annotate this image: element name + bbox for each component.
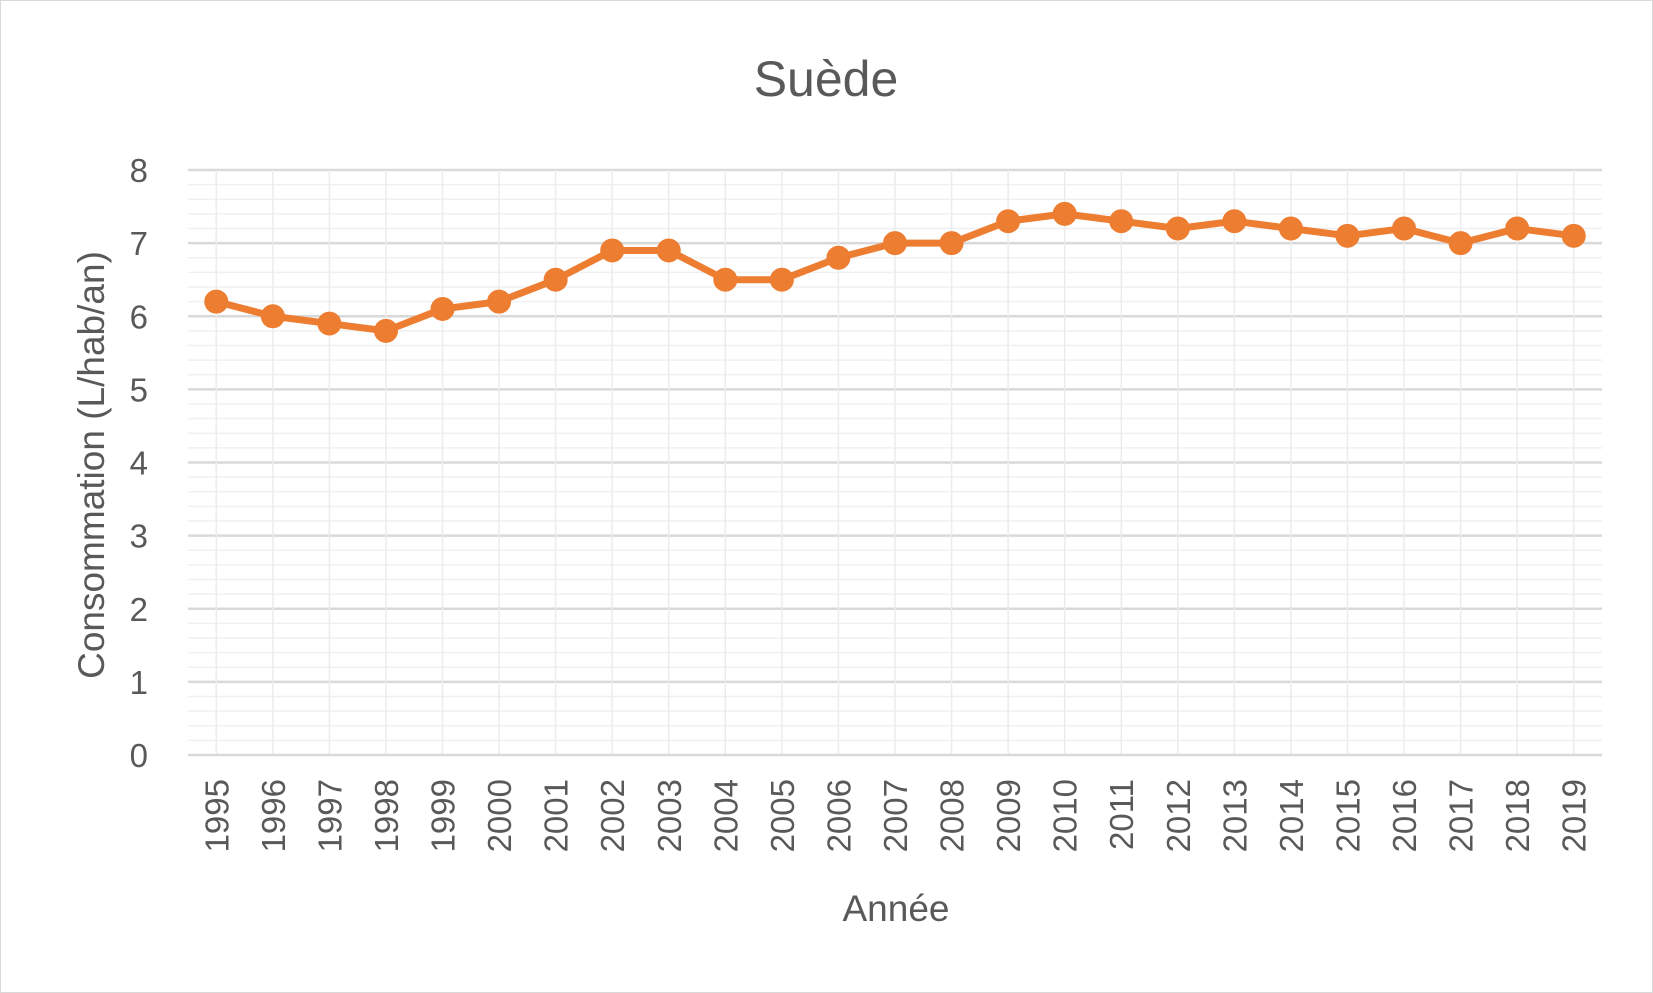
x-tick-label: 2008 — [934, 779, 971, 852]
x-tick-label: 1995 — [198, 779, 235, 852]
x-tick-label: 2001 — [538, 779, 575, 852]
y-tick-label: 1 — [130, 664, 148, 701]
x-tick-label: 2005 — [764, 779, 801, 852]
x-tick-label: 2000 — [481, 779, 518, 852]
data-point — [883, 231, 907, 256]
y-tick-label: 8 — [130, 152, 148, 189]
data-point — [373, 318, 398, 343]
data-point — [487, 289, 512, 314]
data-point — [1109, 209, 1134, 234]
y-tick-label: 7 — [130, 225, 148, 262]
x-tick-label: 2004 — [707, 779, 744, 852]
series-markers — [204, 201, 1586, 343]
x-tick-label: 1999 — [425, 779, 462, 852]
data-point — [1222, 209, 1247, 234]
x-tick-label: 1997 — [311, 779, 348, 852]
y-tick-label: 3 — [130, 518, 148, 555]
data-point — [1505, 216, 1530, 241]
data-point — [543, 267, 568, 292]
x-tick-label: 2009 — [990, 779, 1027, 852]
x-tick-label: 2018 — [1499, 779, 1536, 852]
x-tick-label: 2013 — [1216, 779, 1253, 852]
x-tick-label: 2010 — [1047, 779, 1084, 852]
data-point — [1278, 216, 1303, 241]
y-tick-label: 0 — [130, 737, 148, 774]
data-point — [939, 231, 964, 256]
data-point — [1448, 231, 1473, 256]
x-gridlines — [215, 170, 1575, 755]
x-tick-label: 2011 — [1103, 779, 1140, 850]
data-point — [204, 289, 229, 314]
x-tick-label: 2016 — [1386, 779, 1423, 852]
x-tick-label: 2014 — [1273, 779, 1310, 852]
x-tick-labels: 1995 1996 1997 1998 1999 2000 2001 2002 2003 2004… — [198, 779, 1592, 852]
y-tick-label: 4 — [130, 445, 148, 482]
x-tick-label: 2002 — [594, 779, 631, 852]
y-tick-label: 2 — [130, 591, 148, 628]
x-tick-label: 1998 — [368, 779, 405, 852]
y-tick-labels: 0 1 2 3 4 5 6 7 8 — [130, 152, 148, 774]
y-tick-label: 5 — [130, 371, 148, 408]
x-axis-title: Année — [843, 888, 950, 929]
data-point — [260, 304, 285, 329]
data-point — [996, 209, 1021, 234]
y-axis-title: Consommation (L/hab/an) — [71, 251, 112, 679]
data-point — [1561, 223, 1586, 248]
y-tick-label: 6 — [130, 298, 148, 335]
data-point — [317, 311, 342, 336]
data-point — [1392, 216, 1417, 241]
chart-title: Suède — [754, 51, 899, 107]
data-point — [430, 296, 455, 321]
data-point — [713, 267, 738, 292]
data-point — [600, 238, 625, 263]
x-tick-label: 2015 — [1329, 779, 1366, 852]
data-point — [1052, 201, 1077, 226]
x-tick-label: 2006 — [820, 779, 857, 852]
data-point — [1335, 223, 1360, 248]
x-tick-label: 1996 — [255, 779, 292, 852]
x-tick-label: 2019 — [1556, 779, 1593, 852]
x-tick-label: 2007 — [877, 779, 914, 852]
x-tick-label: 2017 — [1443, 779, 1480, 852]
data-point — [769, 267, 794, 292]
x-tick-label: 2003 — [651, 779, 688, 852]
data-point — [1165, 216, 1190, 241]
x-tick-label: 2012 — [1160, 779, 1197, 852]
data-point — [656, 238, 681, 263]
data-point — [826, 245, 851, 270]
